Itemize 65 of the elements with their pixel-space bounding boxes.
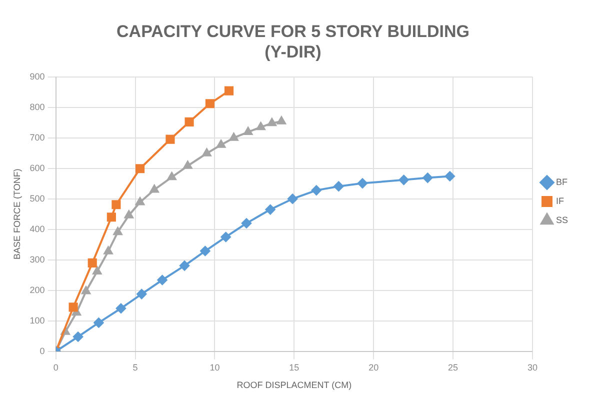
point — [334, 181, 344, 192]
legend-label: IF — [556, 196, 564, 206]
point — [88, 258, 97, 268]
point — [82, 286, 90, 294]
y-tick-label: 800 — [30, 102, 45, 112]
point — [220, 232, 231, 242]
point — [202, 148, 212, 156]
point — [288, 194, 298, 204]
point — [136, 197, 144, 206]
point — [92, 266, 102, 274]
point — [166, 134, 175, 144]
x-axis-title: ROOF DISPLACMENT (CM) — [236, 380, 352, 390]
point — [124, 210, 134, 218]
x-tick-label: 5 — [132, 362, 138, 372]
point — [94, 318, 104, 328]
point — [112, 200, 121, 210]
point — [267, 118, 276, 126]
legend-label: BF — [556, 176, 568, 187]
x-tick-label: 30 — [527, 362, 538, 372]
y-axis-title: BASE FORCE (TONF) — [12, 168, 22, 260]
x-tick-label: 0 — [53, 362, 58, 372]
point — [180, 260, 190, 271]
x-tick-label: 25 — [448, 362, 458, 372]
point — [200, 246, 210, 256]
point — [422, 172, 433, 183]
x-tick-label: 20 — [368, 362, 379, 372]
y-tick-label: 700 — [30, 132, 45, 142]
point — [104, 246, 113, 254]
point — [398, 174, 409, 185]
point — [357, 178, 368, 188]
point — [205, 99, 214, 108]
point — [229, 132, 238, 141]
point — [184, 117, 194, 126]
point — [106, 212, 116, 222]
y-tick-label: 100 — [30, 315, 45, 326]
point — [444, 171, 455, 182]
x-tick-label: 10 — [210, 362, 220, 372]
point — [135, 164, 145, 174]
point — [116, 303, 126, 314]
y-tick-label: 500 — [30, 193, 45, 204]
point — [224, 86, 234, 96]
chart-title: CAPACITY CURVE FOR 5 STORY BUILDING (Y-DIR) — [116, 22, 470, 62]
point — [68, 302, 78, 312]
point — [265, 204, 276, 215]
y-tick-label: 0 — [40, 346, 45, 356]
point — [167, 172, 176, 180]
y-tick-label: 400 — [30, 224, 45, 234]
x-tick-label: 15 — [289, 362, 300, 372]
point — [73, 332, 84, 342]
y-tick-label: 200 — [30, 284, 45, 295]
point — [256, 122, 266, 130]
y-tick-label: 300 — [30, 254, 45, 264]
y-tick-label: 900 — [30, 71, 45, 82]
point — [136, 289, 147, 300]
point — [244, 127, 253, 136]
point — [276, 116, 286, 124]
y-tick-label: 600 — [30, 162, 45, 173]
point — [150, 184, 159, 193]
legend-label: SS — [556, 214, 568, 225]
point — [311, 185, 322, 196]
point — [216, 140, 226, 148]
point — [183, 160, 192, 169]
point — [113, 227, 122, 236]
point — [157, 275, 168, 286]
point — [241, 218, 252, 228]
